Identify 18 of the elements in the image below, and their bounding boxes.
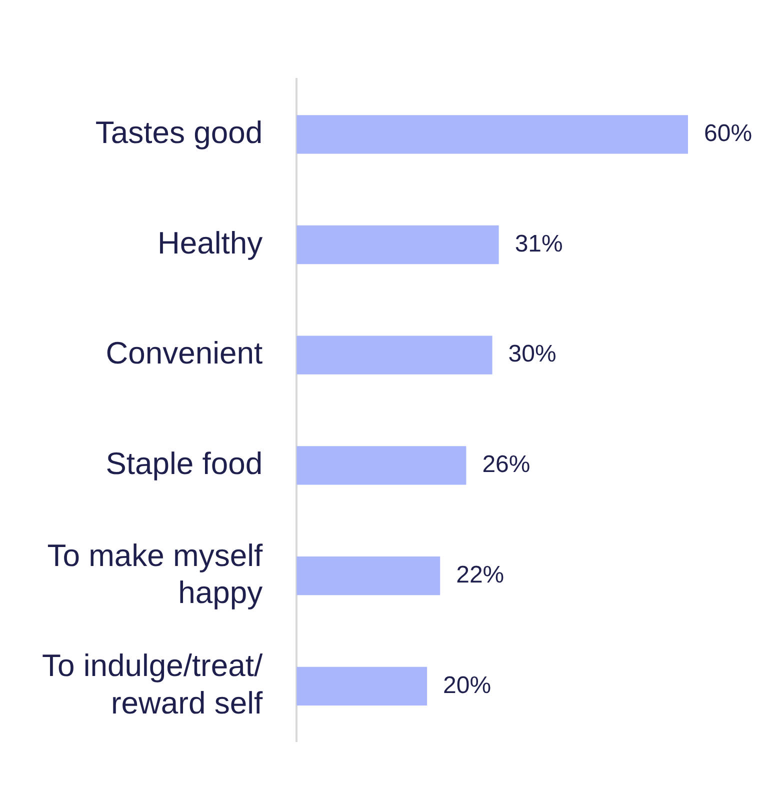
y-tick-label: To make myself happy (47, 538, 264, 610)
data-label: 22% (456, 561, 504, 588)
y-tick-label: Tastes good (95, 114, 263, 150)
bar (296, 225, 499, 264)
data-label: 26% (482, 451, 530, 478)
y-tick-label: Convenient (106, 336, 263, 371)
bar (296, 446, 466, 485)
y-tick-label: Healthy (157, 225, 264, 260)
bar (296, 666, 428, 706)
bar (296, 556, 440, 596)
data-label: 31% (514, 230, 563, 258)
data-label: 30% (508, 340, 556, 368)
data-label: 20% (443, 672, 492, 699)
data-label: 60% (704, 120, 752, 148)
y-tick-label: To indulge/treat/ reward self (42, 648, 263, 720)
bar (296, 115, 688, 154)
bar (296, 336, 492, 374)
y-tick-label: Staple food (106, 446, 263, 482)
